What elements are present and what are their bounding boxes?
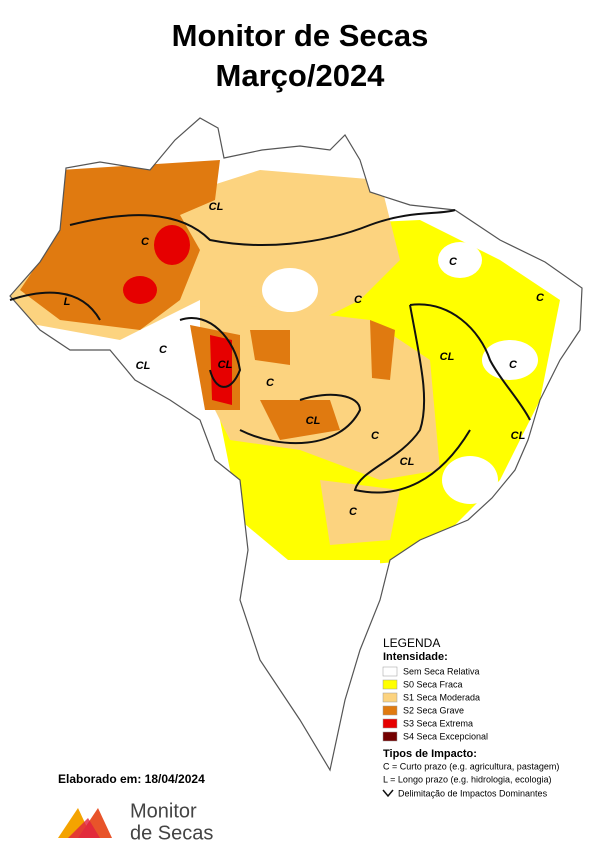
impact-label: C bbox=[449, 256, 458, 268]
legend-label: S4 Seca Excepcional bbox=[403, 731, 488, 741]
impact-label: CL bbox=[209, 201, 224, 213]
drought-areas bbox=[10, 160, 560, 770]
impact-heading: Tipos de Impacto: bbox=[383, 748, 477, 760]
logo-text: de Secas bbox=[130, 822, 213, 844]
subtitle: Março/2024 bbox=[216, 58, 386, 93]
impact-label: C bbox=[141, 236, 150, 248]
legend-heading: Intensidade: bbox=[383, 651, 448, 663]
impact-label: C bbox=[371, 430, 380, 442]
impact-label: C bbox=[354, 294, 363, 306]
impact-label: C bbox=[266, 377, 275, 389]
legend-swatch bbox=[382, 718, 398, 729]
logo-icon bbox=[58, 808, 112, 838]
elaborated-date: Elaborado em: 18/04/2024 bbox=[58, 772, 205, 786]
impact-line-symbol bbox=[382, 789, 394, 798]
impact-label: CL bbox=[511, 430, 526, 442]
legend-swatch bbox=[382, 666, 398, 677]
logo-text: Monitor bbox=[130, 800, 197, 822]
impact-line-label: Delimitação de Impactos Dominantes bbox=[398, 788, 548, 798]
impact-label: C bbox=[536, 292, 545, 304]
legend-label: S3 Seca Extrema bbox=[403, 718, 473, 728]
legend-swatch bbox=[382, 679, 398, 690]
legend-label: S0 Seca Fraca bbox=[403, 679, 463, 689]
impact-label: CL bbox=[136, 360, 151, 372]
legend-label: S1 Seca Moderada bbox=[403, 692, 480, 702]
legend-title: LEGENDA bbox=[383, 636, 440, 650]
impact-label: CL bbox=[440, 351, 455, 363]
legend-label: S2 Seca Grave bbox=[403, 705, 464, 715]
legend-swatch bbox=[382, 692, 398, 703]
title: Monitor de Secas bbox=[172, 18, 429, 53]
impact-lines bbox=[9, 209, 531, 494]
impact-label: C bbox=[159, 344, 168, 356]
legend-items: Sem Seca Relativa S0 Seca Fraca S1 Seca Mo… bbox=[382, 666, 488, 742]
impact-label: C bbox=[509, 359, 518, 371]
impact-long: L = Longo prazo (e.g. hidrologia, ecolog… bbox=[383, 774, 552, 784]
legend-label: Sem Seca Relativa bbox=[403, 666, 480, 676]
impact-short: C = Curto prazo (e.g. agricultura, pasta… bbox=[383, 761, 559, 771]
impact-label: C bbox=[349, 506, 358, 518]
impact-label: CL bbox=[400, 456, 415, 468]
legend-swatch bbox=[382, 731, 398, 742]
legend-swatch bbox=[382, 705, 398, 716]
impact-label: L bbox=[64, 296, 71, 308]
impact-label: CL bbox=[218, 359, 233, 371]
impact-label: CL bbox=[306, 415, 321, 427]
